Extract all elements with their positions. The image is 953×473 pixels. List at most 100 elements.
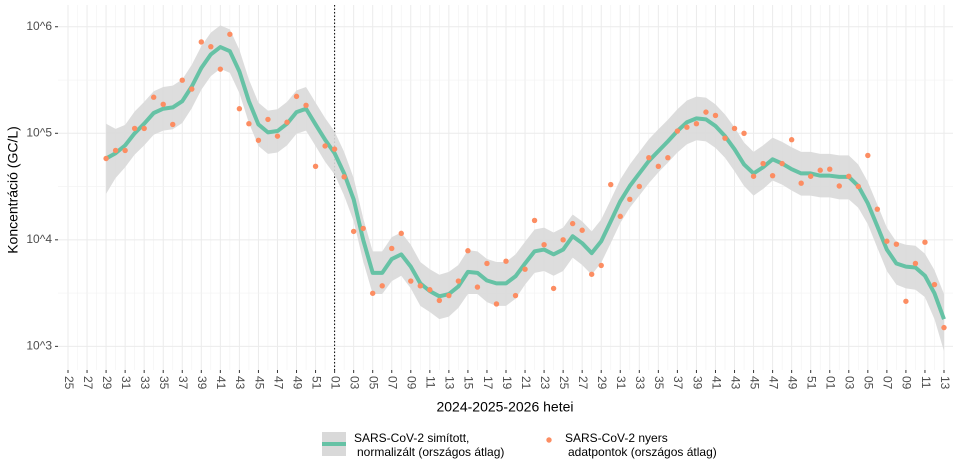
x-tick-label: 49 xyxy=(290,376,304,390)
x-axis-title: 2024-2025-2026 hetei xyxy=(436,399,573,415)
x-tick-label: 43 xyxy=(233,376,247,390)
data-point xyxy=(265,116,271,123)
data-point xyxy=(160,101,166,108)
data-point xyxy=(179,77,185,83)
data-point xyxy=(665,154,671,161)
x-tick-label: 29 xyxy=(595,376,609,390)
x-tick-label: 45 xyxy=(747,376,761,390)
x-tick-label: 39 xyxy=(195,376,209,390)
y-tick-label: 10^6 xyxy=(26,19,52,33)
data-point xyxy=(608,181,614,188)
x-tick-label: 19 xyxy=(500,376,514,390)
x-tick-label: 51 xyxy=(805,376,819,390)
x-tick-label: 47 xyxy=(766,376,780,390)
data-point xyxy=(541,242,547,248)
data-point xyxy=(189,86,195,92)
y-tick-label: 10^3 xyxy=(26,339,52,353)
data-point xyxy=(103,155,109,162)
data-point xyxy=(779,160,785,167)
data-point xyxy=(255,137,262,143)
x-tick-label: 27 xyxy=(576,376,590,390)
data-point xyxy=(379,283,385,289)
x-tick-label: 03 xyxy=(347,376,361,390)
data-point xyxy=(150,94,157,100)
x-tick-label: 15 xyxy=(462,376,476,390)
data-point xyxy=(312,163,319,169)
data-point xyxy=(446,292,452,299)
data-point xyxy=(369,290,376,296)
data-point xyxy=(398,230,404,237)
x-tick-label: 41 xyxy=(709,376,723,390)
y-axis-title: Koncentráció (GC/L) xyxy=(5,126,21,254)
x-tick-label: 13 xyxy=(443,376,457,390)
data-point xyxy=(512,292,519,299)
x-tick-label: 31 xyxy=(614,376,628,390)
data-point xyxy=(389,245,395,252)
data-point xyxy=(303,102,309,109)
data-point xyxy=(550,285,557,292)
x-tick-label: 39 xyxy=(690,376,704,390)
x-tick-label: 05 xyxy=(862,376,876,390)
data-point xyxy=(884,238,890,244)
data-point xyxy=(731,125,738,132)
data-point xyxy=(855,183,862,190)
data-point xyxy=(208,43,214,50)
data-point xyxy=(170,121,176,128)
data-point xyxy=(712,112,719,119)
data-point xyxy=(646,154,652,161)
data-point xyxy=(112,147,119,154)
data-point xyxy=(846,173,852,179)
x-tick-label: 17 xyxy=(481,376,495,390)
x-tick-label: 37 xyxy=(176,376,190,390)
x-tick-label: 47 xyxy=(271,376,285,390)
data-point xyxy=(588,271,595,277)
data-point xyxy=(865,152,871,159)
x-tick-label: 35 xyxy=(157,376,171,390)
x-tick-label: 23 xyxy=(538,376,552,390)
data-point xyxy=(122,147,128,154)
x-tick-label: 33 xyxy=(633,376,647,390)
data-point xyxy=(465,248,471,254)
data-point xyxy=(493,301,500,307)
data-point xyxy=(484,260,490,267)
x-tick-label: 25 xyxy=(557,376,571,390)
data-point xyxy=(217,66,224,72)
data-point xyxy=(931,281,938,288)
data-point xyxy=(331,146,338,152)
data-point xyxy=(684,124,690,130)
data-point xyxy=(569,220,576,227)
data-point xyxy=(674,128,681,134)
x-tick-label: 01 xyxy=(824,376,838,390)
data-point xyxy=(350,228,357,235)
data-point xyxy=(836,183,842,189)
data-point xyxy=(227,31,233,37)
data-point xyxy=(798,180,804,186)
data-point xyxy=(131,125,138,132)
data-point xyxy=(627,196,633,203)
data-point xyxy=(522,266,528,272)
data-point xyxy=(474,284,481,290)
data-point xyxy=(693,121,700,127)
data-point xyxy=(655,163,662,169)
data-point xyxy=(922,239,928,245)
legend-key xyxy=(546,437,552,443)
x-tick-label: 51 xyxy=(309,376,323,390)
data-point xyxy=(427,287,433,293)
x-tick-label: 37 xyxy=(671,376,685,390)
data-point xyxy=(293,93,300,100)
x-tick-label: 27 xyxy=(81,376,95,390)
x-tick-label: 35 xyxy=(652,376,666,390)
data-point xyxy=(246,121,252,127)
x-tick-label: 45 xyxy=(252,376,266,390)
data-point xyxy=(274,133,281,139)
x-tick-label: 11 xyxy=(424,376,438,389)
data-point xyxy=(141,125,147,132)
x-tick-label: 09 xyxy=(405,376,419,390)
data-point xyxy=(636,183,643,190)
data-point xyxy=(893,241,900,247)
smoothed-line xyxy=(105,45,946,320)
data-point xyxy=(360,225,366,232)
legend-label: SARS-CoV-2 nyers adatpontok (országos átl… xyxy=(565,431,717,459)
confidence-band xyxy=(106,25,944,352)
